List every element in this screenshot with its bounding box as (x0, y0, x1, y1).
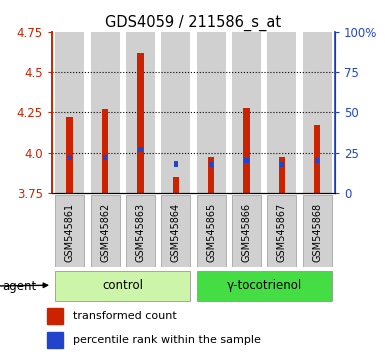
Text: GSM545863: GSM545863 (136, 203, 146, 262)
Bar (126, 195, 155, 267)
Bar (55, 271, 190, 301)
Bar (47, 332, 62, 348)
Bar (55, 195, 84, 267)
Bar (209, 162, 213, 167)
Text: GSM545866: GSM545866 (241, 203, 251, 262)
Bar (174, 161, 178, 166)
Bar (243, 108, 250, 193)
Bar (197, 271, 332, 301)
Bar (280, 162, 284, 167)
Bar (67, 117, 73, 193)
Text: GSM545867: GSM545867 (277, 203, 287, 262)
Bar (172, 177, 179, 193)
Bar (90, 32, 119, 193)
Bar (138, 147, 142, 152)
Bar (232, 195, 261, 267)
Bar (126, 32, 155, 193)
Text: γ-tocotrienol: γ-tocotrienol (227, 279, 302, 292)
Bar (47, 308, 62, 324)
Bar (197, 195, 226, 267)
Bar (161, 195, 190, 267)
Text: GSM545862: GSM545862 (100, 203, 110, 262)
Bar (137, 53, 144, 193)
Text: GSM545865: GSM545865 (206, 203, 216, 262)
Bar (303, 195, 332, 267)
Bar (303, 32, 332, 193)
Text: agent: agent (2, 280, 36, 292)
Bar (244, 158, 249, 163)
Bar (232, 32, 261, 193)
Text: GSM545868: GSM545868 (312, 203, 322, 262)
Bar (197, 32, 226, 193)
Bar (268, 195, 296, 267)
Bar (55, 32, 84, 193)
Title: GDS4059 / 211586_s_at: GDS4059 / 211586_s_at (105, 14, 281, 30)
Bar (161, 32, 190, 193)
Bar (67, 155, 72, 160)
Bar (102, 109, 108, 193)
Bar (90, 195, 119, 267)
Bar (268, 32, 296, 193)
Bar (314, 125, 320, 193)
Text: percentile rank within the sample: percentile rank within the sample (73, 335, 261, 346)
Bar (315, 158, 320, 163)
Text: transformed count: transformed count (73, 311, 177, 321)
Bar (279, 158, 285, 193)
Text: control: control (102, 279, 143, 292)
Text: GSM545864: GSM545864 (171, 203, 181, 262)
Bar (208, 158, 214, 193)
Bar (103, 155, 107, 160)
Text: GSM545861: GSM545861 (65, 203, 75, 262)
